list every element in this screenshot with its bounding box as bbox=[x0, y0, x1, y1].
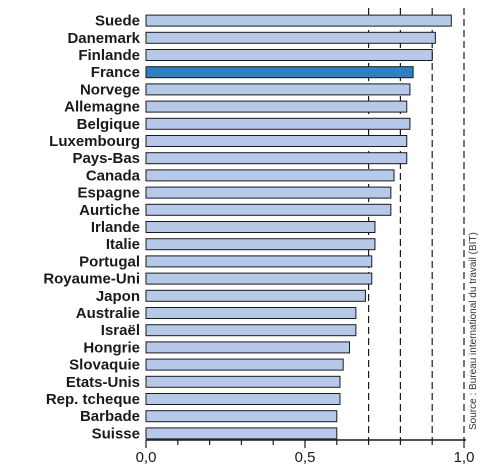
source-note: Source : Bureau international du travail… bbox=[468, 232, 479, 430]
category-label-24: Suisse bbox=[92, 425, 140, 442]
bar-21 bbox=[145, 375, 341, 388]
x-axis: 0,0 0,5 1,0 bbox=[136, 439, 475, 466]
category-label-13: Italie bbox=[106, 236, 140, 253]
x-tick-label-2: 1,0 bbox=[454, 449, 475, 466]
category-label-21: Etats-Unis bbox=[66, 374, 140, 391]
bar-9 bbox=[145, 169, 395, 182]
category-label-12: Irlande bbox=[91, 219, 140, 236]
bar-2 bbox=[145, 49, 433, 61]
bar-13 bbox=[145, 238, 376, 251]
category-label-6: Belgique bbox=[77, 116, 140, 133]
bar-24 bbox=[145, 427, 338, 440]
bar-23 bbox=[145, 410, 338, 423]
category-label-16: Japon bbox=[96, 288, 140, 305]
bar-1 bbox=[145, 31, 436, 44]
bar-19 bbox=[145, 341, 351, 354]
category-label-5: Allemagne bbox=[64, 99, 140, 116]
category-label-18: Israël bbox=[101, 322, 140, 339]
category-label-1: Danemark bbox=[67, 30, 140, 47]
bar-4 bbox=[145, 83, 411, 96]
bar-7 bbox=[145, 135, 408, 147]
bar-22 bbox=[145, 393, 341, 405]
category-label-8: Pays-Bas bbox=[72, 150, 140, 167]
category-label-0: Suede bbox=[95, 13, 140, 30]
category-label-22: Rep. tcheque bbox=[46, 391, 140, 408]
bar-5 bbox=[145, 100, 408, 113]
category-label-15: Royaume-Uni bbox=[43, 271, 140, 288]
category-label-4: Norvege bbox=[80, 81, 140, 98]
bar-8 bbox=[145, 152, 408, 165]
bar-16 bbox=[145, 289, 366, 302]
bar-18 bbox=[145, 324, 357, 337]
bar-20 bbox=[145, 358, 344, 371]
x-tick-label-1: 0,5 bbox=[295, 449, 316, 466]
bar-12 bbox=[145, 221, 376, 233]
bar-0 bbox=[145, 14, 452, 27]
bars bbox=[145, 14, 452, 440]
category-label-11: Aurtiche bbox=[79, 202, 140, 219]
bar-14 bbox=[145, 255, 373, 268]
category-label-9: Canada bbox=[86, 167, 141, 184]
bar-3 bbox=[145, 66, 414, 79]
category-label-10: Espagne bbox=[77, 185, 140, 202]
category-label-14: Portugal bbox=[79, 253, 140, 270]
bar-10 bbox=[145, 186, 392, 199]
bar-11 bbox=[145, 203, 392, 216]
category-label-19: Hongrie bbox=[83, 339, 140, 356]
bar-15 bbox=[145, 272, 373, 285]
bar-17 bbox=[145, 307, 357, 319]
category-label-7: Luxembourg bbox=[49, 133, 140, 150]
x-tick-label-0: 0,0 bbox=[136, 449, 157, 466]
category-label-17: Australie bbox=[76, 305, 140, 322]
category-label-20: Slovaquie bbox=[69, 357, 140, 374]
category-labels: SuedeDanemarkFinlandeFranceNorvegeAllema… bbox=[43, 13, 140, 443]
category-label-23: Barbade bbox=[80, 408, 140, 425]
category-label-3: France bbox=[91, 64, 140, 81]
category-label-2: Finlande bbox=[78, 47, 140, 64]
bar-6 bbox=[145, 117, 411, 130]
